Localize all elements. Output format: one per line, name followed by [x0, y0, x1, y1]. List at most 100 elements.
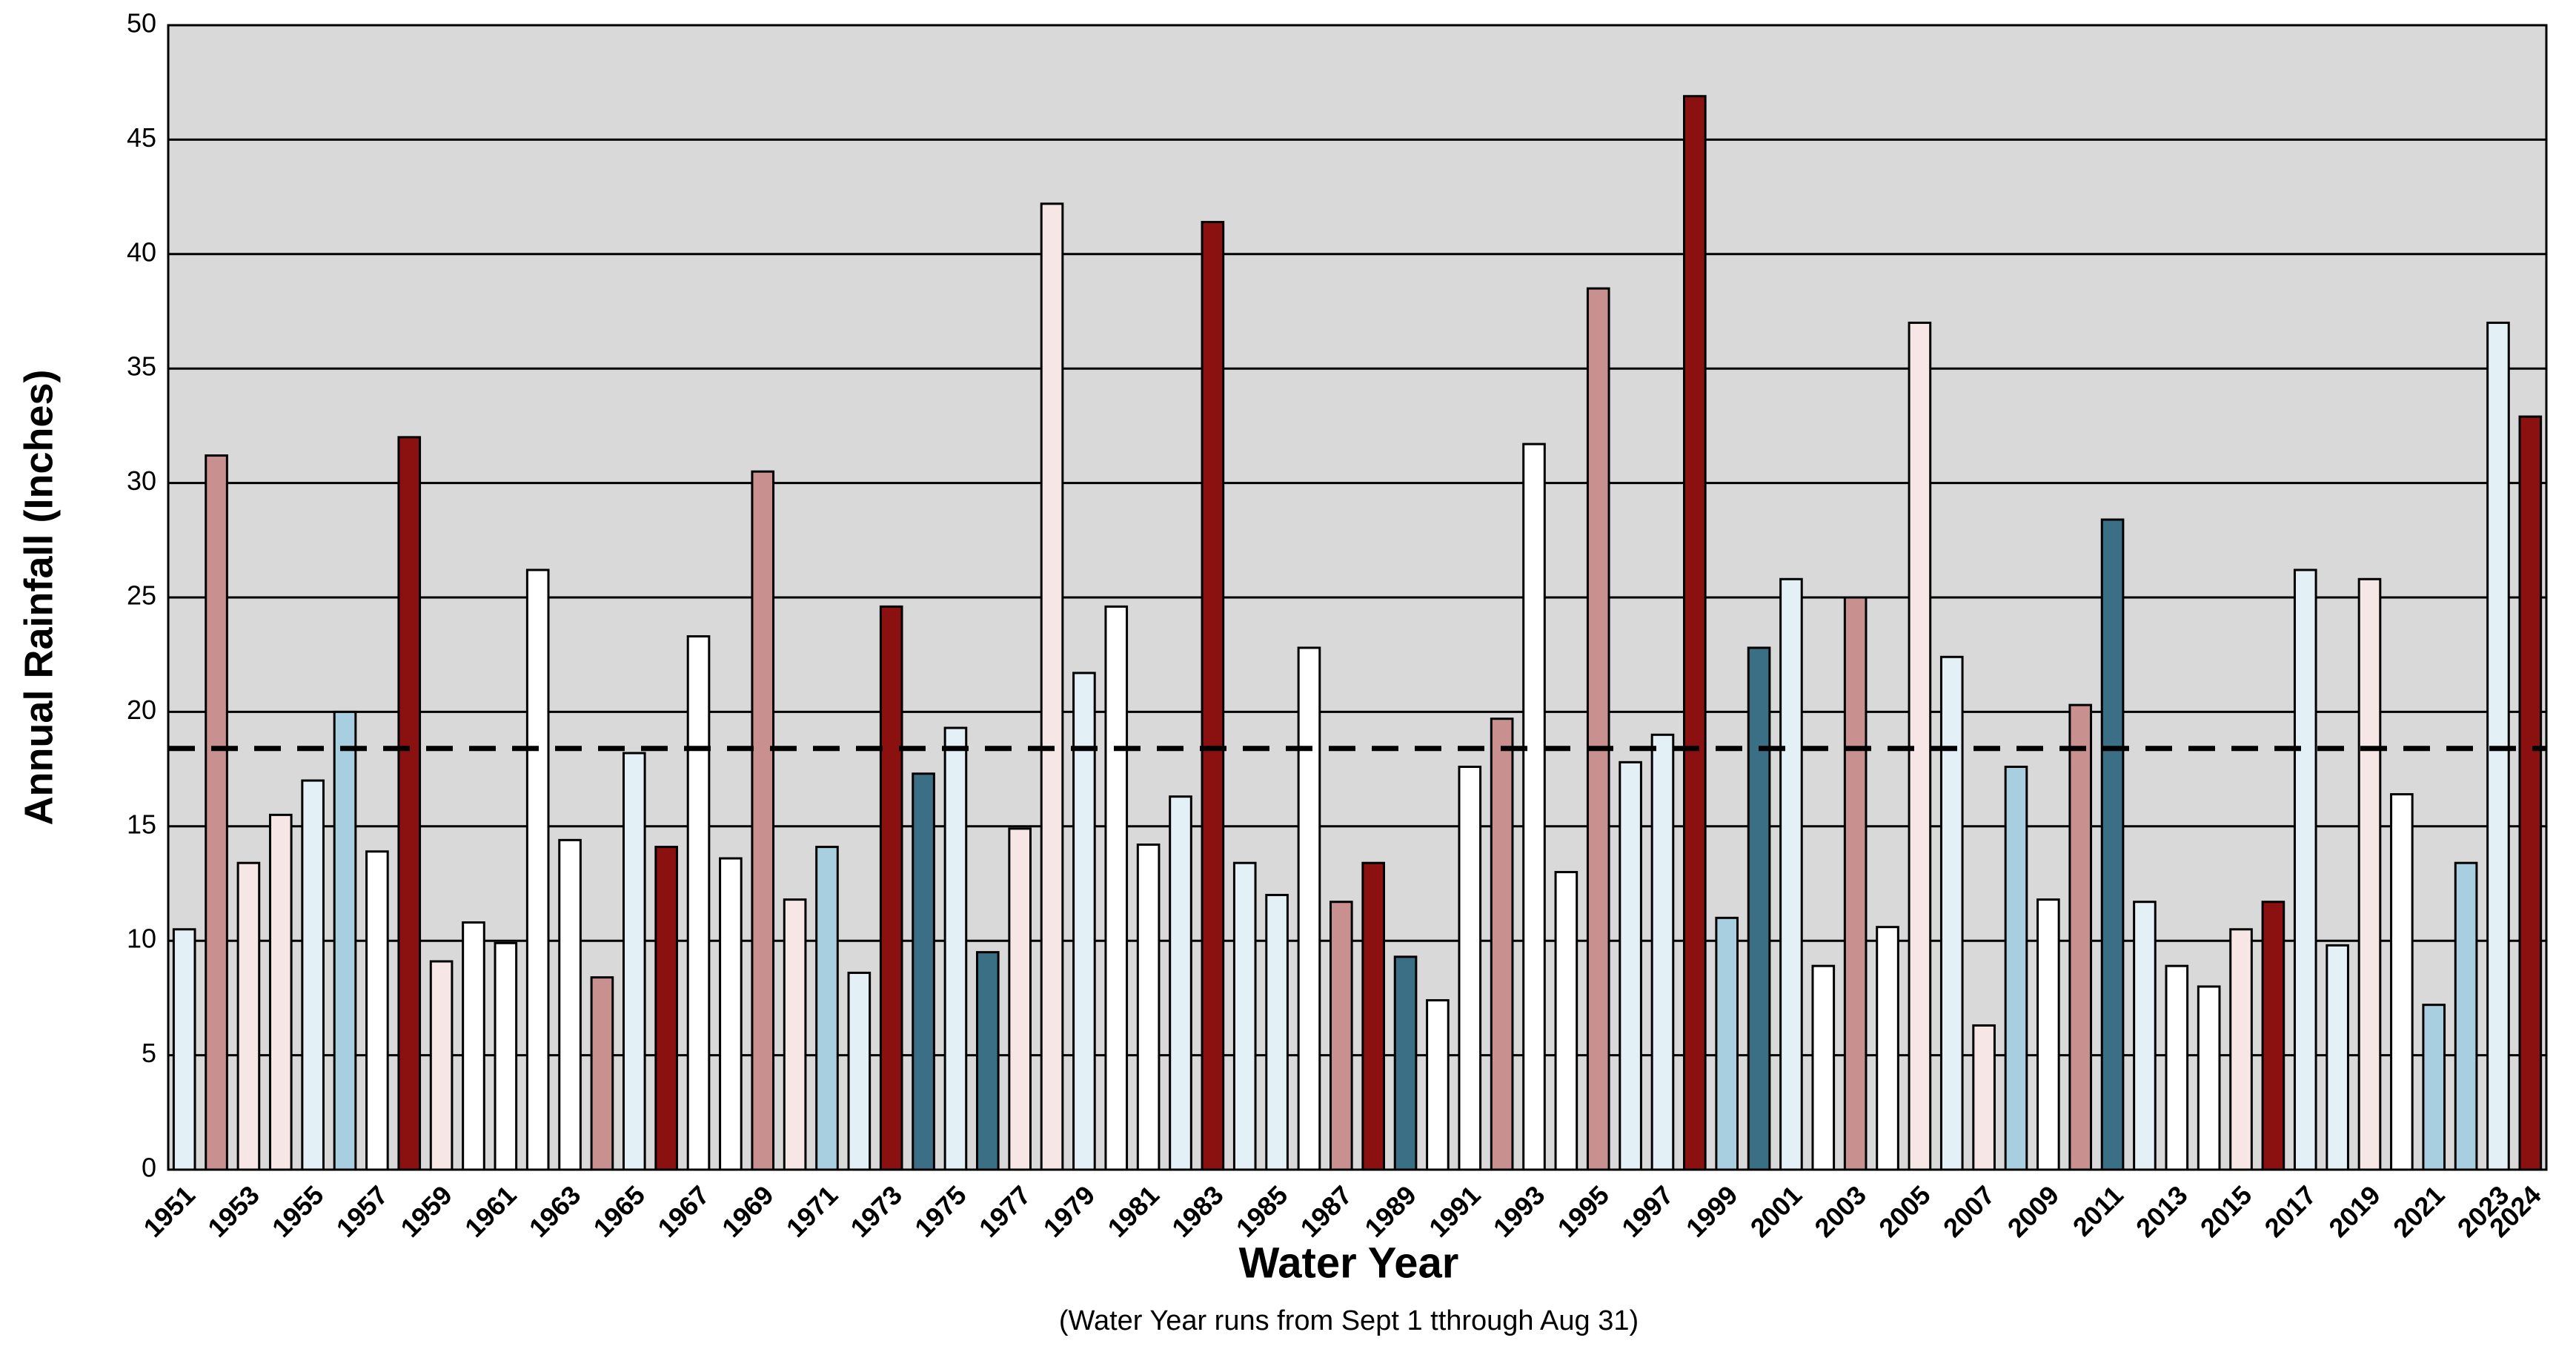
y-tick-label: 25 [127, 580, 156, 611]
x-tick-label: 1971 [780, 1179, 844, 1243]
bar [751, 470, 775, 1171]
y-tick-label: 15 [127, 809, 156, 839]
x-tick-label: 1991 [1423, 1179, 1487, 1243]
bar [783, 898, 807, 1171]
x-tick-label: 1981 [1101, 1179, 1165, 1243]
bar [1169, 795, 1192, 1171]
bar [1201, 221, 1225, 1171]
bar [1683, 95, 1707, 1171]
x-tick-label: 1951 [137, 1179, 201, 1243]
bar [815, 846, 839, 1171]
bar [1939, 655, 1964, 1171]
bar [654, 846, 678, 1171]
x-tick-label: 2015 [2194, 1179, 2258, 1243]
bar [1040, 202, 1064, 1171]
y-tick-label: 35 [127, 351, 156, 382]
y-tick-label: 10 [127, 924, 156, 954]
y-tick-label: 0 [142, 1153, 156, 1183]
bar [1265, 893, 1289, 1171]
x-tick-label: 1959 [394, 1179, 458, 1243]
y-tick-label: 5 [142, 1038, 156, 1068]
bar [719, 857, 743, 1171]
x-tick-label: 1975 [909, 1179, 972, 1243]
bar [333, 710, 357, 1171]
bar [686, 634, 711, 1171]
bar [847, 971, 872, 1171]
x-tick-label: 1993 [1487, 1179, 1551, 1243]
y-tick-label: 40 [127, 236, 156, 267]
x-tick-label: 1973 [844, 1179, 908, 1243]
x-tick-label: 2003 [1808, 1179, 1872, 1243]
bar [525, 569, 550, 1171]
x-tick-label: 2001 [1745, 1179, 1808, 1243]
bar [590, 976, 614, 1171]
x-tick-label: 2009 [2002, 1179, 2065, 1243]
bar [1811, 964, 1836, 1171]
y-tick-label: 20 [127, 695, 156, 725]
bar [1490, 718, 1514, 1171]
x-tick-label: 1965 [588, 1179, 651, 1243]
x-tick-label: 1957 [331, 1179, 394, 1243]
bar [2293, 569, 2317, 1171]
bar [558, 838, 582, 1171]
bar [2261, 901, 2285, 1171]
bar [2454, 861, 2478, 1171]
x-tick-label: 2019 [2323, 1179, 2386, 1243]
x-tick-label: 1985 [1230, 1179, 1294, 1243]
bar [975, 951, 1000, 1171]
bar [462, 921, 485, 1171]
bar [2357, 577, 2382, 1171]
y-tick-label: 30 [127, 465, 156, 496]
bar [1972, 1024, 1996, 1171]
x-tick-label: 1997 [1616, 1179, 1679, 1243]
bar [1297, 646, 1321, 1171]
y-tick-label: 50 [127, 8, 156, 39]
bar [1876, 926, 1899, 1171]
bar [912, 772, 935, 1171]
bar [2197, 985, 2221, 1171]
bar [1426, 998, 1450, 1171]
bar [2068, 703, 2093, 1171]
x-tick-label: 2021 [2387, 1179, 2451, 1243]
bar [494, 941, 518, 1171]
y-tick-label: 45 [127, 122, 156, 153]
x-tick-label: 1969 [716, 1179, 780, 1243]
subtitle: (Water Year runs from Sept 1 tthrough Au… [1059, 1305, 1639, 1336]
bar [301, 779, 325, 1171]
bar [1522, 443, 1546, 1171]
x-tick-label: 2011 [2067, 1179, 2129, 1242]
bar [365, 850, 389, 1171]
bar [1586, 287, 1610, 1171]
x-tick-label: 1995 [1551, 1179, 1615, 1243]
bar [236, 861, 261, 1171]
bar [1361, 861, 1385, 1171]
x-tick-label: 1989 [1358, 1179, 1422, 1243]
bar [1747, 646, 1771, 1171]
bar [1843, 596, 1868, 1171]
bar [2229, 928, 2253, 1171]
bar [1650, 733, 1675, 1171]
bar [879, 605, 903, 1171]
x-tick-label: 1967 [651, 1179, 715, 1243]
bar [2133, 901, 2157, 1171]
x-tick-label: 1999 [1680, 1179, 1744, 1243]
bar [1232, 861, 1257, 1171]
x-axis-label: Water Year [1239, 1239, 1459, 1287]
bar [2326, 944, 2349, 1171]
bar [2036, 898, 2060, 1171]
bar [1715, 916, 1739, 1171]
bar [2422, 1004, 2446, 1171]
plot-border [167, 24, 2548, 1171]
bar [622, 752, 646, 1171]
y-axis-label: Annual Rainfall (Inches) [16, 369, 61, 825]
x-tick-label: 1987 [1295, 1179, 1358, 1243]
bar [2100, 518, 2125, 1171]
x-tick-label: 1977 [973, 1179, 1037, 1243]
bar [1136, 844, 1161, 1171]
bar [1779, 577, 1803, 1171]
bar [1619, 760, 1642, 1171]
x-tick-label: 1979 [1038, 1179, 1101, 1243]
bar [2390, 793, 2414, 1171]
x-tick-label: 1955 [266, 1179, 330, 1243]
